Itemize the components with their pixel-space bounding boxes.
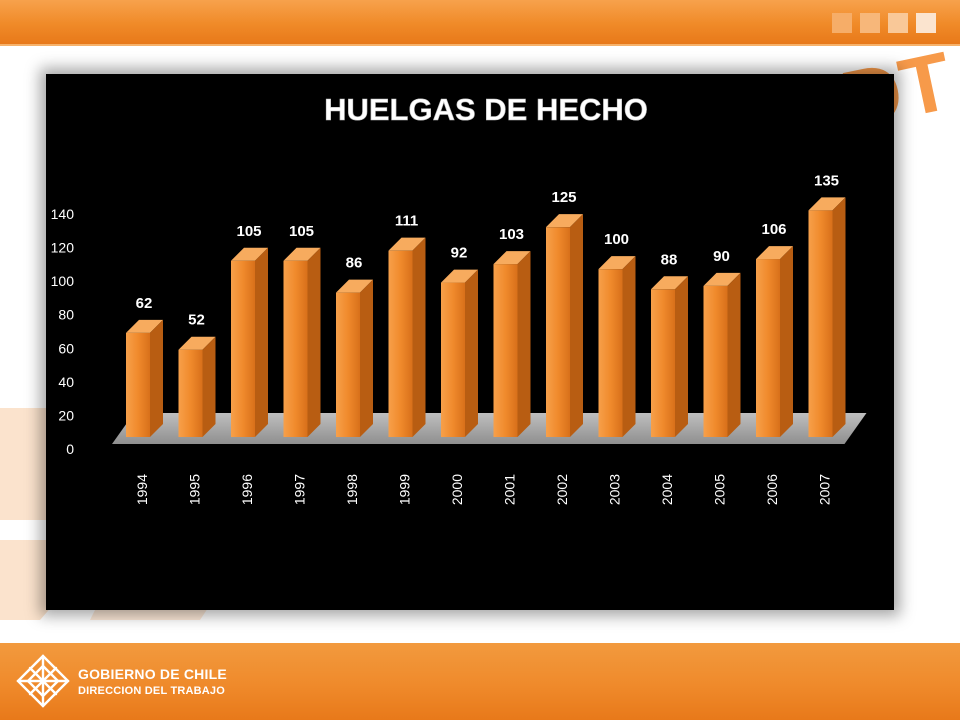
- bar: [231, 247, 268, 437]
- data-label: 111: [395, 213, 418, 230]
- bar: [441, 269, 478, 437]
- bar: [493, 251, 531, 437]
- footer-org-division: DIRECCION DEL TRABAJO: [78, 685, 226, 697]
- y-tick-label: 140: [51, 206, 75, 222]
- y-tick-label: 40: [58, 374, 74, 390]
- x-tick-label: 1996: [239, 474, 255, 505]
- x-tick-label: 2000: [449, 474, 465, 505]
- chart-title: HUELGAS DE HECHO: [324, 92, 648, 127]
- header-bar: [0, 0, 960, 46]
- x-tick-label: 2007: [817, 474, 833, 505]
- x-tick-label: 1997: [292, 474, 308, 505]
- chart-floor: [112, 413, 867, 444]
- data-label: 62: [136, 295, 153, 312]
- y-tick-label: 20: [58, 407, 74, 423]
- bar: [546, 214, 583, 437]
- data-label: 135: [814, 172, 839, 189]
- x-tick-label: 2002: [554, 474, 570, 505]
- data-label: 86: [346, 255, 363, 272]
- data-label: 125: [551, 189, 576, 206]
- x-tick-label: 1995: [187, 474, 203, 505]
- header-square: [888, 13, 908, 33]
- x-tick-label: 2001: [502, 474, 518, 505]
- data-label: 105: [236, 223, 261, 240]
- data-label: 105: [289, 223, 314, 240]
- x-tick-label: 2005: [712, 474, 728, 505]
- data-label: 52: [188, 312, 205, 329]
- data-label: 103: [499, 226, 524, 243]
- data-label: 100: [604, 231, 629, 248]
- header-square: [860, 13, 880, 33]
- y-tick-label: 60: [58, 340, 74, 356]
- chart-panel: HUELGAS DE HECHO 0 20 40 60 80 100 120 140 62 52…: [46, 74, 894, 610]
- y-tick-label: 100: [51, 273, 75, 289]
- y-tick-label: 120: [51, 240, 75, 256]
- bar: [388, 237, 426, 437]
- header-square: [832, 13, 852, 33]
- bar: [756, 246, 793, 437]
- bar: [598, 256, 636, 437]
- bar: [336, 279, 373, 437]
- x-tick-label: 2006: [764, 474, 780, 505]
- x-tick-label: 2004: [659, 474, 675, 505]
- bar: [703, 272, 741, 437]
- bar: [126, 319, 163, 437]
- x-tick-label: 1999: [397, 474, 413, 505]
- data-label: 106: [761, 221, 786, 238]
- bar: [808, 197, 846, 437]
- footer-bar: [0, 643, 960, 720]
- data-label: 92: [451, 245, 468, 262]
- y-tick-label: 80: [58, 307, 74, 323]
- x-tick-label: 2003: [607, 474, 623, 505]
- y-tick-label: 0: [66, 441, 74, 457]
- bar: [651, 276, 688, 437]
- x-tick-label: 1994: [134, 474, 150, 505]
- bar-chart: HUELGAS DE HECHO 0 20 40 60 80 100 120 140 62 52…: [51, 92, 867, 505]
- header-square: [916, 13, 936, 33]
- bar: [283, 247, 321, 437]
- data-label: 88: [661, 251, 678, 268]
- bar: [178, 336, 216, 437]
- data-label: 90: [713, 248, 730, 265]
- gobierno-logo-icon: [16, 654, 70, 708]
- footer-org-name: GOBIERNO DE CHILE: [78, 666, 227, 682]
- x-tick-label: 1998: [344, 474, 360, 505]
